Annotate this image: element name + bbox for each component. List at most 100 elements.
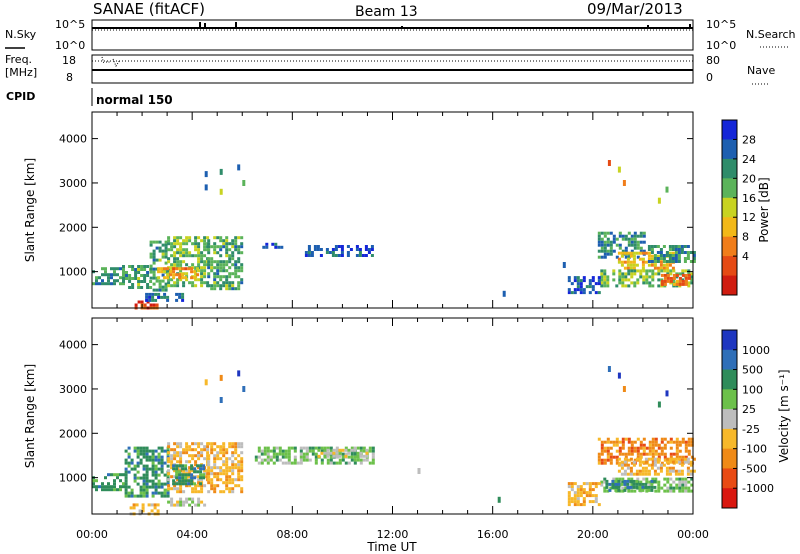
data-cell [659,257,663,260]
data-cell [371,452,375,456]
data-cell [167,442,171,446]
data-cell [179,236,183,240]
data-cell [231,245,235,249]
data-cell [207,239,211,243]
data-cell [617,482,621,486]
data-cell [113,485,116,489]
data-cell [657,480,661,484]
data-cell [629,479,633,483]
data-cell [665,266,669,270]
data-cell [356,458,360,462]
data-cell [185,272,189,276]
data-cell [329,449,333,453]
data-cell [567,494,571,498]
data-cell [669,279,673,283]
data-cell [176,487,180,491]
data-cell [197,263,201,267]
data-cell [154,467,158,471]
data-cell [150,503,154,507]
data-cell [151,455,155,459]
data-cell [579,491,583,495]
data-cell [185,254,189,258]
freq-label-line2: [MHz] [5,66,37,79]
data-cell [659,260,663,264]
data-cell [265,242,269,246]
data-cell [179,500,183,504]
data-cell [228,257,232,261]
data-cell [648,440,652,444]
data-cell [228,272,232,276]
data-cell [158,285,162,289]
data-cell [157,479,161,483]
data-cell [609,458,613,462]
data-cell [182,242,186,246]
data-cell [588,279,592,283]
data-cell [645,278,649,282]
data-cell [678,449,682,453]
data-cell [116,488,119,492]
data-cell [194,487,198,491]
data-cell [632,260,636,264]
data-cell [225,263,229,267]
data-cell [686,251,690,254]
data-cell [636,477,640,481]
data-cell [618,278,622,282]
data-cell [170,245,174,249]
data-cell [240,263,244,267]
data-cell [231,451,235,455]
data-cell [160,295,164,299]
data-cell [347,461,351,465]
data-cell [185,497,189,501]
data-cell [675,282,679,286]
data-cell [597,437,601,441]
data-cell [629,263,633,267]
data-cell [316,248,320,251]
data-cell [151,491,155,495]
data-cell [216,275,220,279]
data-cell [636,446,640,450]
data-cell [689,469,693,473]
data-cell [154,488,158,492]
data-cell [662,254,666,257]
data-cell [228,284,232,288]
data-cell [188,469,192,473]
data-cell [234,287,238,291]
data-cell [639,455,643,459]
data-cell [170,284,174,288]
data-point [219,397,223,403]
data-cell [624,278,628,282]
data-cell [272,461,276,465]
data-cell [594,500,598,504]
data-cell [620,482,624,486]
data-cell [151,479,155,483]
data-cell [104,267,107,271]
data-cell [624,237,628,241]
data-cell [615,440,619,444]
data-cell [582,279,586,283]
data-cell [597,458,601,462]
data-cell [173,245,177,249]
data-cell [175,476,179,480]
data-cell [654,489,658,493]
data-cell [170,248,174,252]
data-cell [213,245,217,249]
data-cell [567,500,571,504]
data-cell [690,443,694,447]
data-cell [671,251,675,255]
data-cell [668,460,672,464]
data-cell [234,463,238,467]
data-cell [668,245,672,248]
data-cell [104,270,107,274]
data-cell [191,263,195,267]
data-cell [228,242,232,246]
data-cell [278,452,282,456]
data-cell [194,278,198,282]
data-cell [191,281,195,285]
data-cell [272,449,276,453]
data-cell [133,479,137,483]
data-cell [225,242,229,246]
data-cell [203,248,207,252]
data-cell [166,476,170,480]
data-cell [585,482,589,486]
data-cell [179,242,183,246]
